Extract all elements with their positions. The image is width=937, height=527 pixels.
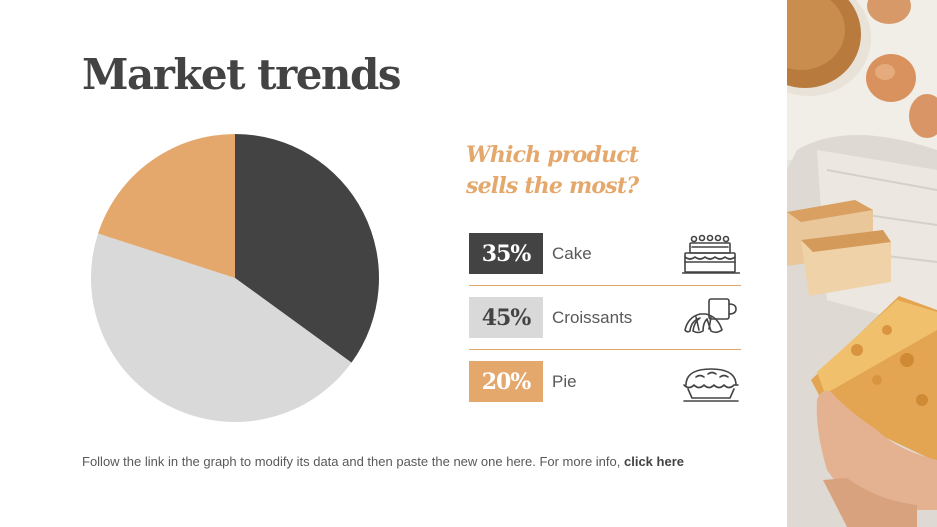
separator — [469, 285, 741, 286]
bakery-photo — [787, 0, 937, 527]
pct-box-cake: 35% — [469, 233, 543, 274]
question-line-2: sells the most? — [466, 173, 639, 199]
separator — [469, 349, 741, 350]
legend-label-pie: Pie — [552, 372, 577, 391]
pie-slice-pie[interactable] — [98, 134, 236, 278]
chart-question: Which product sells the most? — [466, 140, 706, 202]
pct-box-croissants: 45% — [469, 297, 543, 338]
cake-icon — [682, 234, 740, 274]
pie-chart[interactable] — [85, 128, 385, 428]
footer-link[interactable]: click here — [624, 454, 684, 469]
legend-row-cake: 35% Cake — [469, 233, 741, 275]
legend-label-croissants: Croissants — [552, 308, 633, 327]
legend-row-pie: 20% Pie — [469, 361, 741, 403]
slide-title: Market trends — [82, 50, 401, 99]
legend-row-croissants: 45% Croissants — [469, 297, 741, 339]
pie-icon — [683, 368, 739, 402]
pie-slice-croissants[interactable] — [90, 233, 352, 423]
footer-note: Follow the link in the graph to modify i… — [82, 454, 684, 469]
pct-box-pie: 20% — [469, 361, 543, 402]
legend-label-cake: Cake — [552, 244, 592, 263]
footer-text: Follow the link in the graph to modify i… — [82, 454, 621, 469]
pie-slice-cake[interactable] — [235, 134, 379, 363]
bakery-photo-art — [787, 0, 937, 527]
question-line-1: Which product — [466, 142, 639, 168]
croissant-coffee-icon — [684, 298, 737, 334]
